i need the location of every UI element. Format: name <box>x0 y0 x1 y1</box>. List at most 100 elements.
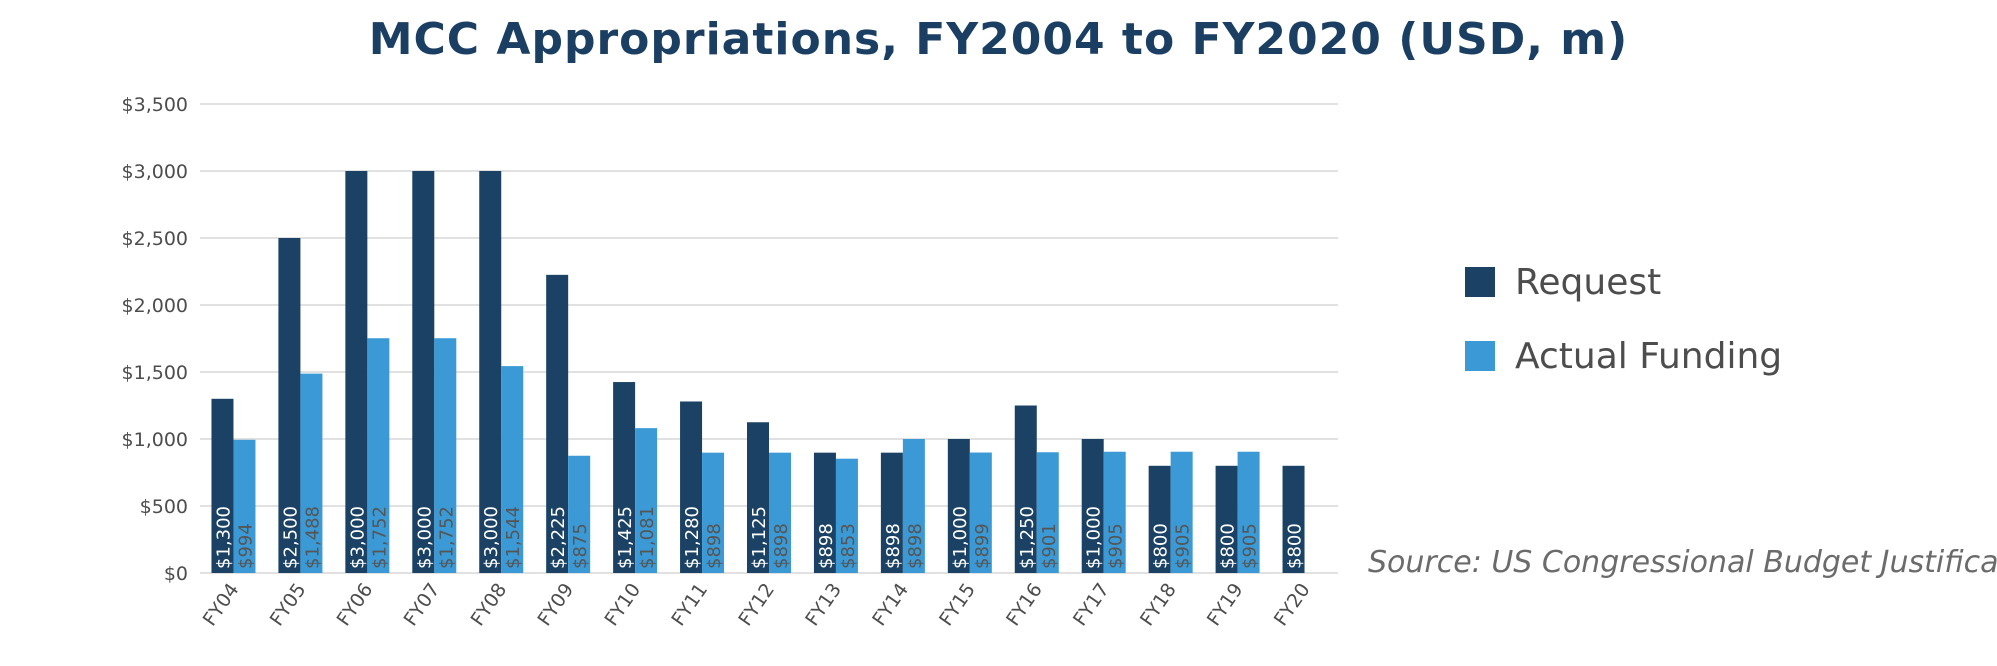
data-label-request: $1,000 <box>1084 506 1105 569</box>
bar-actual-funding <box>635 428 658 573</box>
bar-actual-funding <box>835 458 858 573</box>
data-label-actual-funding: $1,081 <box>637 506 658 569</box>
legend-item-request: Request <box>1465 261 1782 303</box>
bar-value-labels: $1,300 $994 $2,500 $1,488 $3,000 $1,752 $3,000… <box>213 506 1305 569</box>
legend-label-actual-funding: Actual Funding <box>1515 335 1783 377</box>
bar-request <box>412 171 435 573</box>
data-label-actual-funding: $901 <box>1039 523 1060 569</box>
bar-request <box>680 401 703 573</box>
bar-request <box>1081 439 1104 573</box>
bar-actual-funding <box>434 338 457 573</box>
data-label-request: $1,125 <box>749 506 770 569</box>
x-tick-label: FY16 <box>1002 579 1047 630</box>
legend-swatch-request <box>1465 267 1495 297</box>
bar-actual-funding <box>233 439 256 573</box>
bar-request <box>546 274 569 573</box>
bar-request <box>813 452 836 573</box>
y-tick-label: $3,500 <box>122 94 188 116</box>
bar-request <box>1148 465 1171 573</box>
bar-request <box>613 382 636 573</box>
x-tick-label: FY18 <box>1136 579 1181 630</box>
data-label-request: $2,500 <box>280 506 301 569</box>
data-label-request: $2,225 <box>548 506 569 569</box>
x-tick-label: FY04 <box>199 579 244 630</box>
data-label-request: $3,000 <box>414 506 435 569</box>
bar-request <box>345 171 368 573</box>
x-tick-label: FY08 <box>467 579 512 630</box>
data-label-actual-funding: $898 <box>905 523 926 569</box>
bar-actual-funding <box>367 338 390 573</box>
x-tick-label: FY20 <box>1270 579 1315 630</box>
data-label-request: $800 <box>1218 523 1239 569</box>
bar-request <box>1014 405 1037 573</box>
bar-request <box>747 422 769 573</box>
bars <box>211 171 1305 573</box>
y-tick-label: $2,000 <box>122 295 188 317</box>
data-label-actual-funding: $875 <box>570 523 591 569</box>
data-label-request: $1,300 <box>213 506 234 569</box>
bar-request <box>947 439 970 573</box>
bar-request <box>479 171 502 573</box>
bar-request <box>211 398 234 573</box>
data-label-actual-funding: $853 <box>838 523 859 569</box>
data-label-actual-funding: $899 <box>972 523 993 569</box>
bar-actual-funding <box>568 455 591 573</box>
bar-actual-funding <box>769 452 791 573</box>
y-tick-label: $3,000 <box>122 161 188 183</box>
x-tick-label: FY06 <box>333 579 378 630</box>
bar-request <box>1215 465 1238 573</box>
data-label-actual-funding: $1,544 <box>503 506 524 569</box>
bar-actual-funding <box>902 439 925 573</box>
data-label-request: $800 <box>1285 523 1306 569</box>
legend: Request Actual Funding <box>1465 262 1782 410</box>
data-label-request: $1,000 <box>950 506 971 569</box>
data-label-actual-funding: $1,752 <box>369 506 390 569</box>
x-axis-ticks: FY04 FY05 FY06 FY07 FY08 FY09 FY10 FY11 FY12 FY13… <box>199 579 1315 630</box>
x-tick-label: FY19 <box>1203 579 1248 630</box>
data-label-actual-funding: $994 <box>235 523 256 569</box>
bar-request <box>880 452 903 573</box>
bar-actual-funding <box>1103 451 1126 573</box>
bar-request <box>278 238 301 573</box>
y-tick-label: $0 <box>164 563 188 585</box>
data-label-request: $3,000 <box>347 506 368 569</box>
data-label-request: $3,000 <box>481 506 502 569</box>
bar-actual-funding <box>1237 451 1260 573</box>
y-tick-label: $500 <box>140 496 188 518</box>
x-tick-label: FY12 <box>734 579 779 630</box>
bar-request <box>1282 465 1305 573</box>
x-tick-label: FY11 <box>667 579 712 630</box>
y-tick-label: $1,500 <box>122 362 188 384</box>
data-label-actual-funding: $905 <box>1173 523 1194 569</box>
data-label-actual-funding: $905 <box>1240 523 1261 569</box>
data-label-request: $898 <box>816 523 837 569</box>
x-tick-label: FY15 <box>935 579 980 630</box>
bar-actual-funding <box>501 366 524 573</box>
bar-actual-funding <box>300 373 323 573</box>
data-label-request: $898 <box>883 523 904 569</box>
data-label-actual-funding: $898 <box>771 523 792 569</box>
x-tick-label: FY13 <box>801 579 846 630</box>
legend-label-request: Request <box>1515 261 1662 303</box>
legend-item-actual-funding: Actual Funding <box>1465 335 1783 377</box>
x-tick-label: FY05 <box>266 579 311 630</box>
bar-actual-funding <box>969 452 992 573</box>
data-label-actual-funding: $1,752 <box>436 506 457 569</box>
x-tick-label: FY14 <box>868 579 913 630</box>
chart-title: MCC Appropriations, FY2004 to FY2020 (US… <box>368 14 1629 65</box>
source-note: Source: US Congressional Budget Justific… <box>1368 545 1997 580</box>
data-label-actual-funding: $1,488 <box>302 506 323 569</box>
x-tick-label: FY09 <box>533 579 578 630</box>
data-label-request: $1,280 <box>682 506 703 569</box>
legend-swatch-actual-funding <box>1465 341 1495 371</box>
bar-actual-funding <box>702 452 725 573</box>
data-label-actual-funding: $905 <box>1106 523 1127 569</box>
data-label-request: $1,425 <box>615 506 636 569</box>
bar-actual-funding <box>1170 451 1193 573</box>
y-axis-ticks: $0 $500 $1,000 $1,500 $2,000 $2,500 $3,000 $3,5… <box>122 94 188 585</box>
data-label-request: $1,250 <box>1017 506 1038 569</box>
data-label-request: $800 <box>1151 523 1172 569</box>
bar-actual-funding <box>1036 452 1059 573</box>
y-tick-label: $1,000 <box>122 429 188 451</box>
